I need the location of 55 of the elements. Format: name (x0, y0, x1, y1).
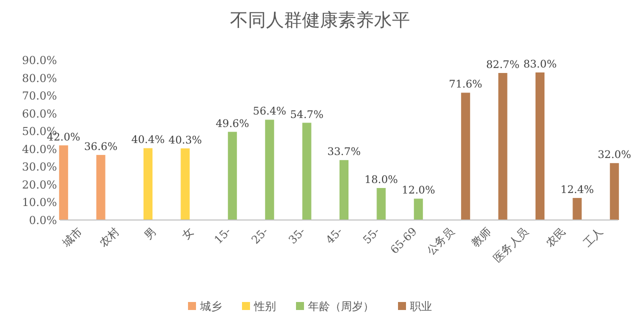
bar (498, 72, 508, 220)
data-label: 12.0% (402, 184, 436, 197)
y-tick-label: 70.0% (22, 90, 57, 103)
bar (302, 122, 312, 220)
bar (376, 188, 386, 220)
x-tick-label: 城市 (59, 224, 85, 250)
data-label: 49.6% (216, 118, 250, 130)
bar (144, 148, 152, 220)
bar (228, 132, 237, 220)
x-tick-label: 农村 (97, 224, 122, 250)
data-label: 32.0% (598, 149, 632, 162)
x-tick-label: 45- (323, 224, 346, 247)
y-tick-label: 0.0% (29, 214, 57, 227)
bar (265, 120, 274, 220)
x-tick-label: 公务员 (424, 224, 457, 258)
data-label: 36.6% (84, 140, 118, 153)
x-tick-label: 25- (249, 224, 271, 247)
data-label: 33.7% (327, 146, 361, 158)
data-label: 18.0% (364, 174, 398, 186)
legend-label: 性别 (253, 300, 276, 313)
x-tick-label: 35- (286, 224, 308, 247)
x-tick-label: 女 (179, 224, 196, 242)
data-label: 12.4% (560, 184, 594, 196)
data-label: 54.7% (290, 108, 324, 121)
bar (610, 163, 619, 220)
x-tick-label: 农民 (544, 224, 568, 250)
y-tick-label: 40.0% (22, 142, 57, 156)
y-tick-label: 60.0% (22, 107, 57, 120)
bar (96, 154, 106, 220)
data-label: 40.3% (168, 134, 202, 146)
legend-label: 年龄（周岁） (308, 300, 374, 313)
x-tick-label: 男 (142, 224, 160, 242)
data-label: 71.6% (448, 78, 482, 91)
bar (59, 145, 68, 220)
bar (572, 198, 582, 220)
title: 不同人群健康素养水平 (230, 10, 410, 31)
y-tick-label: 90.0% (22, 54, 57, 67)
bar (461, 92, 470, 220)
y-tick-label: 10.0% (22, 196, 57, 210)
data-label: 82.7% (486, 58, 520, 71)
legend-label: 职业 (410, 300, 432, 313)
x-tick-label: 工人 (580, 224, 606, 250)
data-label: 83.0% (523, 58, 557, 70)
x-tick-label: 15- (212, 224, 234, 247)
bar (340, 160, 348, 220)
x-tick-label: 55- (360, 224, 383, 247)
bar (180, 148, 190, 220)
data-label: 40.4% (131, 134, 165, 146)
data-label: 56.4% (252, 106, 286, 118)
bar (536, 72, 544, 220)
legend-label: 城乡 (199, 300, 222, 313)
y-tick-label: 80.0% (22, 72, 57, 85)
y-tick-label: 20.0% (22, 178, 57, 192)
bar (414, 198, 423, 220)
y-tick-label: 30.0% (22, 160, 57, 174)
